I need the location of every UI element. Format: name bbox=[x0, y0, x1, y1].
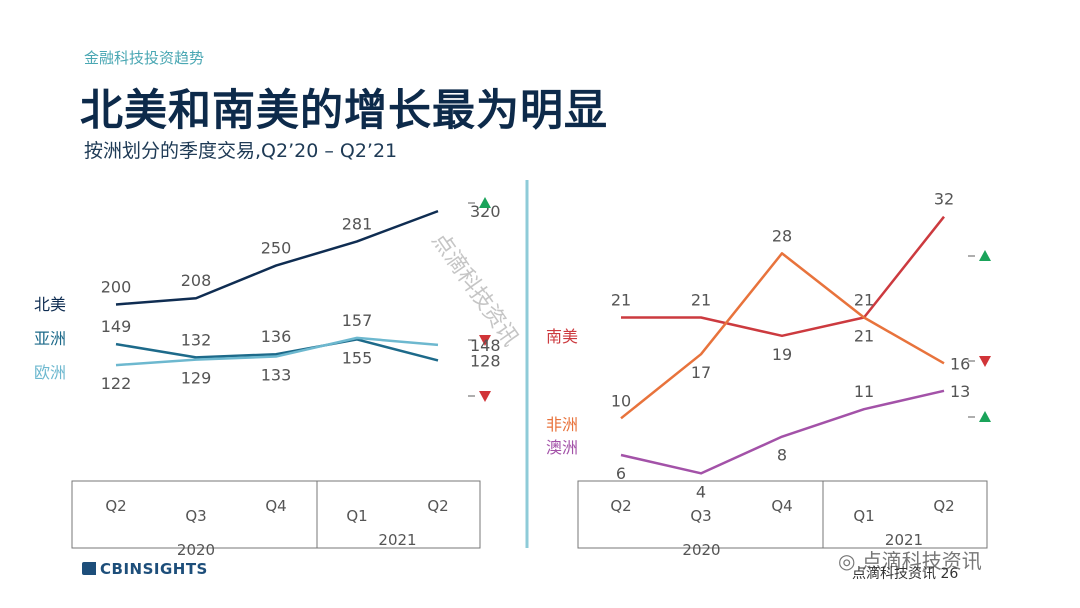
series-line-europe bbox=[115, 336, 439, 367]
value-label: 155 bbox=[342, 348, 373, 367]
value-label: 16 bbox=[950, 354, 970, 373]
year-group-label: 2020 bbox=[682, 541, 720, 559]
year-group-label: 2020 bbox=[177, 541, 215, 559]
value-label: 320 bbox=[470, 202, 501, 221]
value-label: 10 bbox=[611, 391, 631, 410]
value-label: 250 bbox=[261, 239, 292, 258]
series-line-africa bbox=[620, 252, 945, 420]
chart-right: Q2 Q3 Q4 Q1 Q2 2020 2021 21 21 19 21 32 南美 10 17 28 21 16… bbox=[546, 190, 991, 559]
value-label: 136 bbox=[261, 327, 292, 346]
value-label: 4 bbox=[696, 482, 706, 501]
footer-source: 点滴科技资讯 26 bbox=[852, 566, 959, 582]
x-tick-label: Q3 bbox=[185, 507, 206, 525]
cbinsights-logo: CBINSIGHTS bbox=[82, 560, 208, 578]
value-label: 32 bbox=[934, 190, 954, 209]
page-title: 北美和南美的增长最为明显 bbox=[80, 86, 608, 136]
wechat-icon: ◎ bbox=[838, 549, 856, 573]
eyebrow-text: 金融科技投资趋势 bbox=[84, 49, 205, 67]
value-label: 19 bbox=[772, 345, 792, 364]
value-label: 21 bbox=[691, 291, 711, 310]
logo-text: CBINSIGHTS bbox=[100, 560, 208, 578]
x-tick-label: Q2 bbox=[933, 497, 954, 515]
axis-box bbox=[71, 480, 481, 549]
series-line-oceania bbox=[620, 389, 945, 475]
value-label: 11 bbox=[854, 382, 874, 401]
trend-down-icon bbox=[479, 391, 491, 402]
x-tick-label: Q4 bbox=[265, 497, 286, 515]
value-label: 128 bbox=[470, 351, 501, 370]
trend-down-icon bbox=[979, 356, 991, 367]
value-label: 148 bbox=[470, 336, 501, 355]
series-line-south_america bbox=[621, 215, 945, 338]
legend-europe: 欧洲 bbox=[34, 363, 66, 382]
legend-south_america: 南美 bbox=[546, 327, 578, 346]
page-subtitle: 按洲划分的季度交易,Q2’20 – Q2’21 bbox=[84, 140, 398, 162]
value-label: 133 bbox=[261, 366, 292, 385]
x-tick-label: Q1 bbox=[346, 507, 367, 525]
value-label: 8 bbox=[777, 446, 787, 465]
legend-oceania: 澳洲 bbox=[546, 438, 578, 457]
value-label: 200 bbox=[101, 277, 132, 296]
x-tick-label: Q3 bbox=[690, 507, 711, 525]
trend-up-icon bbox=[979, 250, 991, 261]
value-label: 17 bbox=[691, 363, 711, 382]
x-tick-label: Q2 bbox=[105, 497, 126, 515]
series-line-asia bbox=[115, 338, 439, 362]
value-label: 28 bbox=[772, 226, 792, 245]
x-tick-label: Q1 bbox=[853, 507, 874, 525]
axis-box bbox=[577, 480, 988, 549]
legend-north_america: 北美 bbox=[34, 295, 66, 314]
trend-up-icon bbox=[479, 197, 491, 208]
year-group-label: 2021 bbox=[378, 531, 416, 549]
chart-left: Q2 Q3 Q4 Q1 Q2 2020 2021 200 208 250 281 320 北美 149 13… bbox=[34, 197, 501, 559]
x-tick-label: Q2 bbox=[427, 497, 448, 515]
wechat-account-name: 点滴科技资讯 bbox=[861, 549, 982, 573]
value-label: 21 bbox=[854, 327, 874, 346]
value-label: 13 bbox=[950, 382, 970, 401]
x-tick-label: Q4 bbox=[771, 497, 792, 515]
trend-up-icon bbox=[979, 411, 991, 422]
x-tick-label: Q2 bbox=[610, 497, 631, 515]
year-group-label: 2021 bbox=[885, 531, 923, 549]
value-label: 208 bbox=[181, 271, 212, 290]
value-label: 129 bbox=[181, 369, 212, 388]
value-label: 157 bbox=[342, 311, 373, 330]
wechat-account: ◎ 点滴科技资讯 bbox=[838, 545, 982, 574]
legend-africa: 非洲 bbox=[546, 415, 578, 434]
logo-icon bbox=[82, 562, 96, 575]
series-line-north_america bbox=[115, 209, 439, 306]
value-label: 122 bbox=[101, 374, 132, 393]
value-label: 132 bbox=[181, 330, 212, 349]
value-label: 281 bbox=[342, 214, 373, 233]
value-label: 6 bbox=[616, 464, 626, 483]
value-label: 149 bbox=[101, 317, 132, 336]
value-label: 21 bbox=[854, 291, 874, 310]
value-label: 21 bbox=[611, 291, 631, 310]
trend-down-icon bbox=[479, 335, 491, 346]
legend-asia: 亚洲 bbox=[34, 329, 66, 348]
